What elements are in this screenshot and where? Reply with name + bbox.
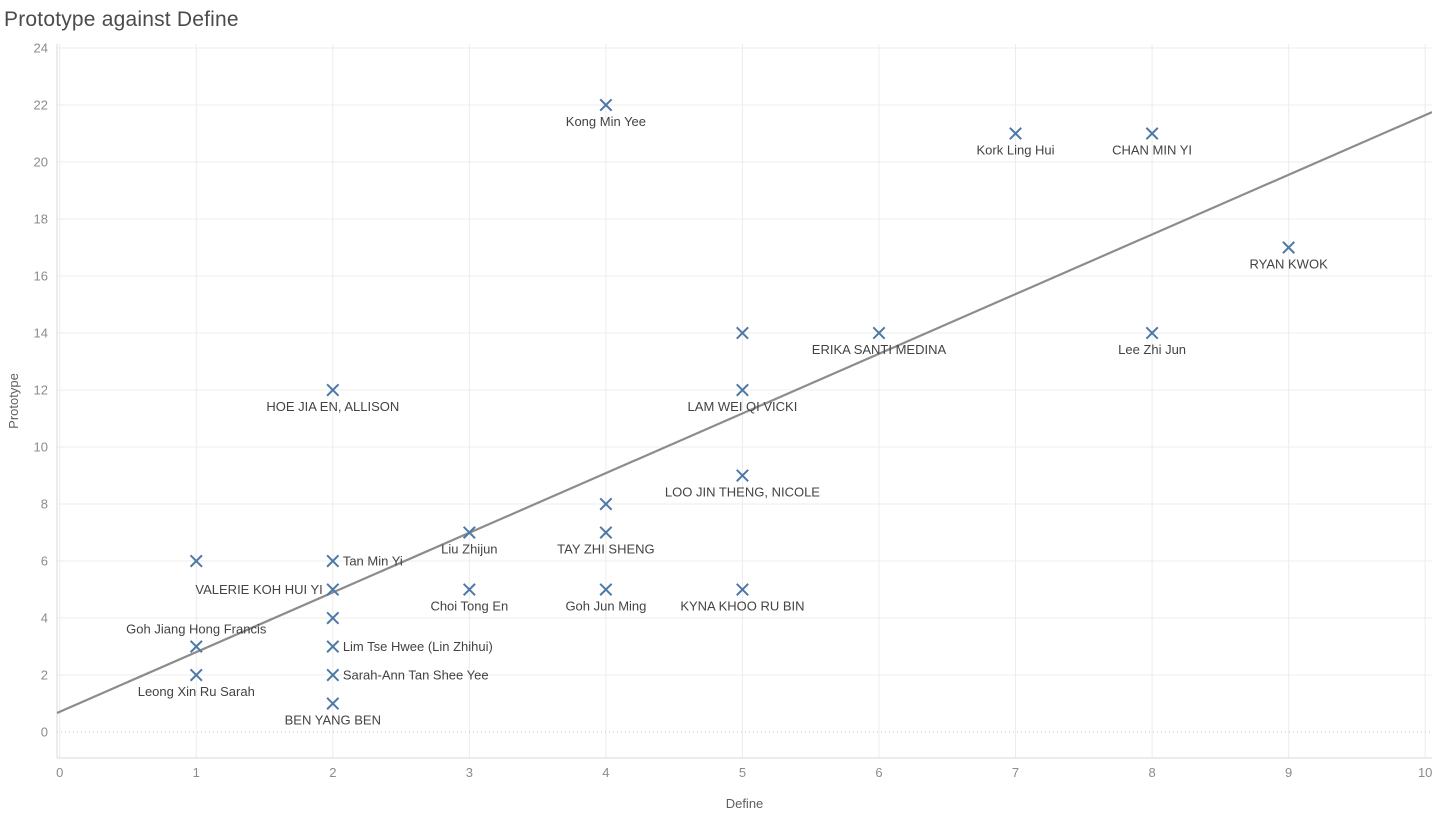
data-point-mark[interactable]	[1009, 127, 1022, 140]
data-point-label: Lim Tse Hwee (Lin Zhihui)	[343, 639, 493, 654]
data-point-labels: Kong Min Yee Kork Ling Hui CHAN MIN YI RYAN…	[126, 114, 1328, 728]
y-tick-label: 16	[34, 269, 48, 284]
data-point-mark[interactable]	[326, 611, 340, 625]
x-tick-label: 3	[466, 765, 473, 780]
y-tick-label: 18	[34, 212, 48, 227]
data-point-mark[interactable]	[872, 326, 886, 340]
data-point-label: KYNA KHOO RU BIN	[680, 599, 804, 614]
data-point-label: CHAN MIN YI	[1112, 142, 1192, 157]
y-tick-label: 20	[34, 155, 48, 170]
data-point-label: Goh Jiang Hong Francis	[126, 622, 267, 637]
data-point-label: Kork Ling Hui	[977, 142, 1055, 157]
data-point-label: LOO JIN THENG, NICOLE	[665, 485, 820, 500]
data-point-label: Lee Zhi Jun	[1118, 342, 1186, 357]
data-point-mark[interactable]	[189, 640, 203, 653]
y-tick-label: 12	[34, 383, 48, 398]
data-point-mark[interactable]	[599, 98, 613, 112]
data-point-mark[interactable]	[326, 668, 340, 682]
data-point-label: Tan Min Yi	[343, 554, 403, 569]
y-tick-label: 24	[34, 40, 48, 55]
data-point-label: Choi Tong En	[430, 599, 508, 614]
x-tick-label: 2	[329, 765, 336, 780]
x-tick-label: 8	[1148, 765, 1155, 780]
trend-line[interactable]	[56, 111, 1432, 714]
data-point-mark[interactable]	[736, 583, 749, 596]
data-point-mark[interactable]	[736, 326, 749, 340]
data-point-label: Goh Jun Ming	[565, 599, 646, 614]
gridlines	[57, 44, 1432, 758]
data-point-mark[interactable]	[189, 668, 203, 682]
x-axis-title: Define	[726, 796, 764, 811]
y-tick-label: 0	[41, 725, 48, 740]
data-point-mark[interactable]	[599, 526, 613, 539]
data-point-mark[interactable]	[326, 640, 340, 653]
y-axis-title: Prototype	[6, 373, 21, 429]
data-point-label: Leong Xin Ru Sarah	[138, 684, 255, 699]
y-tick-label: 8	[41, 497, 48, 512]
y-tick-label: 10	[34, 440, 48, 455]
data-point-mark[interactable]	[1282, 241, 1296, 254]
data-point-mark[interactable]	[1145, 127, 1159, 140]
x-tick-label: 0	[56, 765, 63, 780]
data-point-label: VALERIE KOH HUI YI	[195, 582, 322, 597]
data-point-mark[interactable]	[326, 554, 340, 568]
data-point-label: HOE JIA EN, ALLISON	[266, 399, 399, 414]
data-point-label: Kong Min Yee	[566, 114, 646, 129]
data-point-label: Sarah-Ann Tan Shee Yee	[343, 668, 489, 683]
data-point-label: Liu Zhijun	[441, 542, 497, 557]
data-points	[189, 98, 1296, 710]
data-point-label: LAM WEI QI VICKI	[688, 399, 798, 414]
data-point-mark[interactable]	[462, 583, 476, 596]
x-tick-label: 4	[602, 765, 609, 780]
data-point-mark[interactable]	[1145, 326, 1159, 340]
x-tick-label: 5	[739, 765, 746, 780]
data-point-mark[interactable]	[736, 383, 749, 397]
x-tick-label: 1	[193, 765, 200, 780]
data-point-label: ERIKA SANTI MEDINA	[812, 342, 947, 357]
data-point-label: BEN YANG BEN	[285, 713, 381, 728]
data-point-mark[interactable]	[326, 583, 340, 596]
data-point-mark[interactable]	[189, 554, 203, 568]
y-tick-label: 14	[34, 326, 48, 341]
data-point-mark[interactable]	[462, 526, 476, 539]
y-tick-label: 4	[41, 611, 48, 626]
data-point-mark[interactable]	[736, 469, 749, 482]
data-point-mark[interactable]	[326, 383, 340, 397]
chart-title: Prototype against Define	[4, 8, 239, 31]
data-point-label: TAY ZHI SHENG	[557, 542, 655, 557]
data-point-label: RYAN KWOK	[1249, 257, 1328, 272]
x-tick-label: 7	[1012, 765, 1019, 780]
y-tick-label: 22	[34, 97, 48, 112]
y-tick-label: 6	[41, 554, 48, 569]
x-tick-label: 10	[1418, 765, 1432, 780]
data-point-mark[interactable]	[326, 697, 340, 710]
x-tick-label: 9	[1285, 765, 1292, 780]
y-tick-label: 2	[41, 668, 48, 683]
data-point-mark[interactable]	[599, 583, 613, 596]
data-point-mark[interactable]	[599, 497, 613, 511]
x-tick-label: 6	[875, 765, 882, 780]
